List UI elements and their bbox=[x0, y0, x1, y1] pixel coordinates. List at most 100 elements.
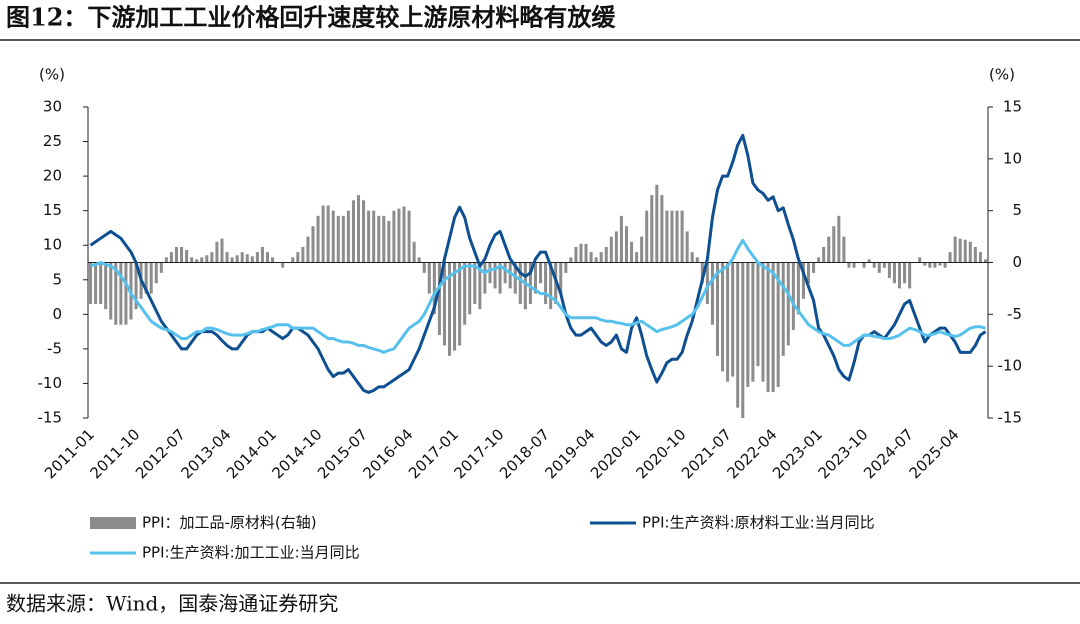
bar bbox=[321, 205, 325, 263]
bar bbox=[281, 262, 285, 268]
bar bbox=[478, 262, 482, 310]
y-axis-unit: (%) bbox=[39, 66, 65, 84]
bar bbox=[796, 262, 800, 315]
bar bbox=[397, 208, 401, 263]
y2-tick-label: -15 bbox=[998, 409, 1023, 427]
bar bbox=[670, 210, 674, 263]
bar bbox=[923, 262, 927, 266]
bar bbox=[437, 262, 441, 336]
bar bbox=[685, 231, 689, 263]
bar bbox=[943, 262, 947, 268]
bar bbox=[766, 262, 770, 393]
bar bbox=[761, 262, 765, 382]
bar bbox=[99, 262, 103, 304]
bar bbox=[220, 238, 224, 263]
bar bbox=[301, 246, 305, 263]
bar bbox=[801, 262, 805, 299]
bar bbox=[230, 257, 234, 263]
bar bbox=[877, 262, 881, 273]
bar bbox=[382, 215, 386, 263]
bar bbox=[806, 262, 811, 284]
bar bbox=[589, 252, 593, 263]
bar bbox=[508, 262, 512, 289]
bar bbox=[614, 231, 618, 263]
bar bbox=[240, 252, 244, 263]
bar bbox=[225, 252, 229, 263]
bar bbox=[250, 256, 254, 263]
bar bbox=[736, 262, 740, 408]
bar bbox=[326, 205, 330, 263]
bar bbox=[715, 262, 720, 356]
bar bbox=[377, 215, 381, 263]
bar bbox=[483, 262, 487, 294]
y-tick-label: -5 bbox=[47, 339, 62, 357]
bar bbox=[948, 252, 952, 263]
bar bbox=[619, 215, 623, 263]
bar bbox=[700, 262, 704, 284]
bar bbox=[528, 262, 532, 304]
bar bbox=[609, 236, 613, 263]
bar bbox=[584, 243, 588, 263]
bar bbox=[453, 262, 457, 351]
bar bbox=[164, 257, 168, 263]
bar bbox=[908, 262, 912, 289]
bar bbox=[721, 262, 725, 372]
bar bbox=[341, 215, 345, 263]
y2-tick-label: 15 bbox=[1003, 98, 1022, 116]
bar bbox=[306, 236, 310, 263]
bar bbox=[968, 241, 972, 263]
bar bbox=[791, 262, 795, 330]
bar bbox=[539, 262, 543, 284]
y-tick-label: 15 bbox=[43, 201, 62, 219]
bar bbox=[104, 262, 108, 310]
bar bbox=[837, 215, 841, 263]
bar bbox=[149, 262, 153, 294]
bar bbox=[473, 262, 477, 304]
bar bbox=[817, 257, 821, 263]
y-tick-label: 25 bbox=[43, 132, 62, 150]
y-tick-label: 30 bbox=[43, 98, 62, 116]
bar bbox=[523, 262, 527, 310]
bar bbox=[645, 210, 649, 263]
bar bbox=[356, 195, 361, 263]
bar bbox=[372, 210, 376, 263]
bar bbox=[847, 262, 851, 268]
bar bbox=[983, 259, 987, 263]
bar bbox=[296, 252, 300, 263]
bar bbox=[458, 262, 462, 346]
bar bbox=[978, 252, 982, 263]
bar bbox=[569, 257, 573, 263]
bar bbox=[827, 236, 831, 263]
bar bbox=[771, 262, 775, 393]
bar bbox=[640, 236, 644, 263]
bar bbox=[786, 262, 790, 346]
bar bbox=[190, 257, 194, 263]
legend-swatch bbox=[90, 517, 136, 529]
legend-label: PPI:生产资料:加工工业:当月同比 bbox=[142, 544, 360, 562]
bar bbox=[544, 262, 548, 304]
bar bbox=[953, 236, 957, 263]
bar bbox=[255, 252, 259, 263]
bar bbox=[710, 262, 714, 325]
bar bbox=[751, 262, 755, 382]
bar bbox=[311, 226, 315, 263]
bar bbox=[903, 262, 907, 284]
chart-title: 图12：下游加工工业价格回升速度较上游原材料略有放缓 bbox=[6, 3, 616, 32]
x-tick-label: 2025-04 bbox=[906, 425, 963, 482]
bar bbox=[316, 215, 320, 263]
bar bbox=[114, 262, 118, 325]
bar bbox=[690, 252, 694, 263]
bar bbox=[655, 184, 659, 263]
bar bbox=[695, 257, 699, 263]
bar bbox=[432, 262, 436, 315]
bar bbox=[973, 246, 977, 263]
bar bbox=[498, 262, 502, 294]
bar bbox=[650, 195, 654, 263]
bar bbox=[756, 262, 760, 367]
bar bbox=[463, 262, 467, 325]
bar bbox=[963, 239, 967, 263]
bar bbox=[822, 246, 826, 263]
bar bbox=[731, 262, 735, 377]
bar bbox=[599, 252, 603, 263]
bar bbox=[124, 262, 128, 325]
